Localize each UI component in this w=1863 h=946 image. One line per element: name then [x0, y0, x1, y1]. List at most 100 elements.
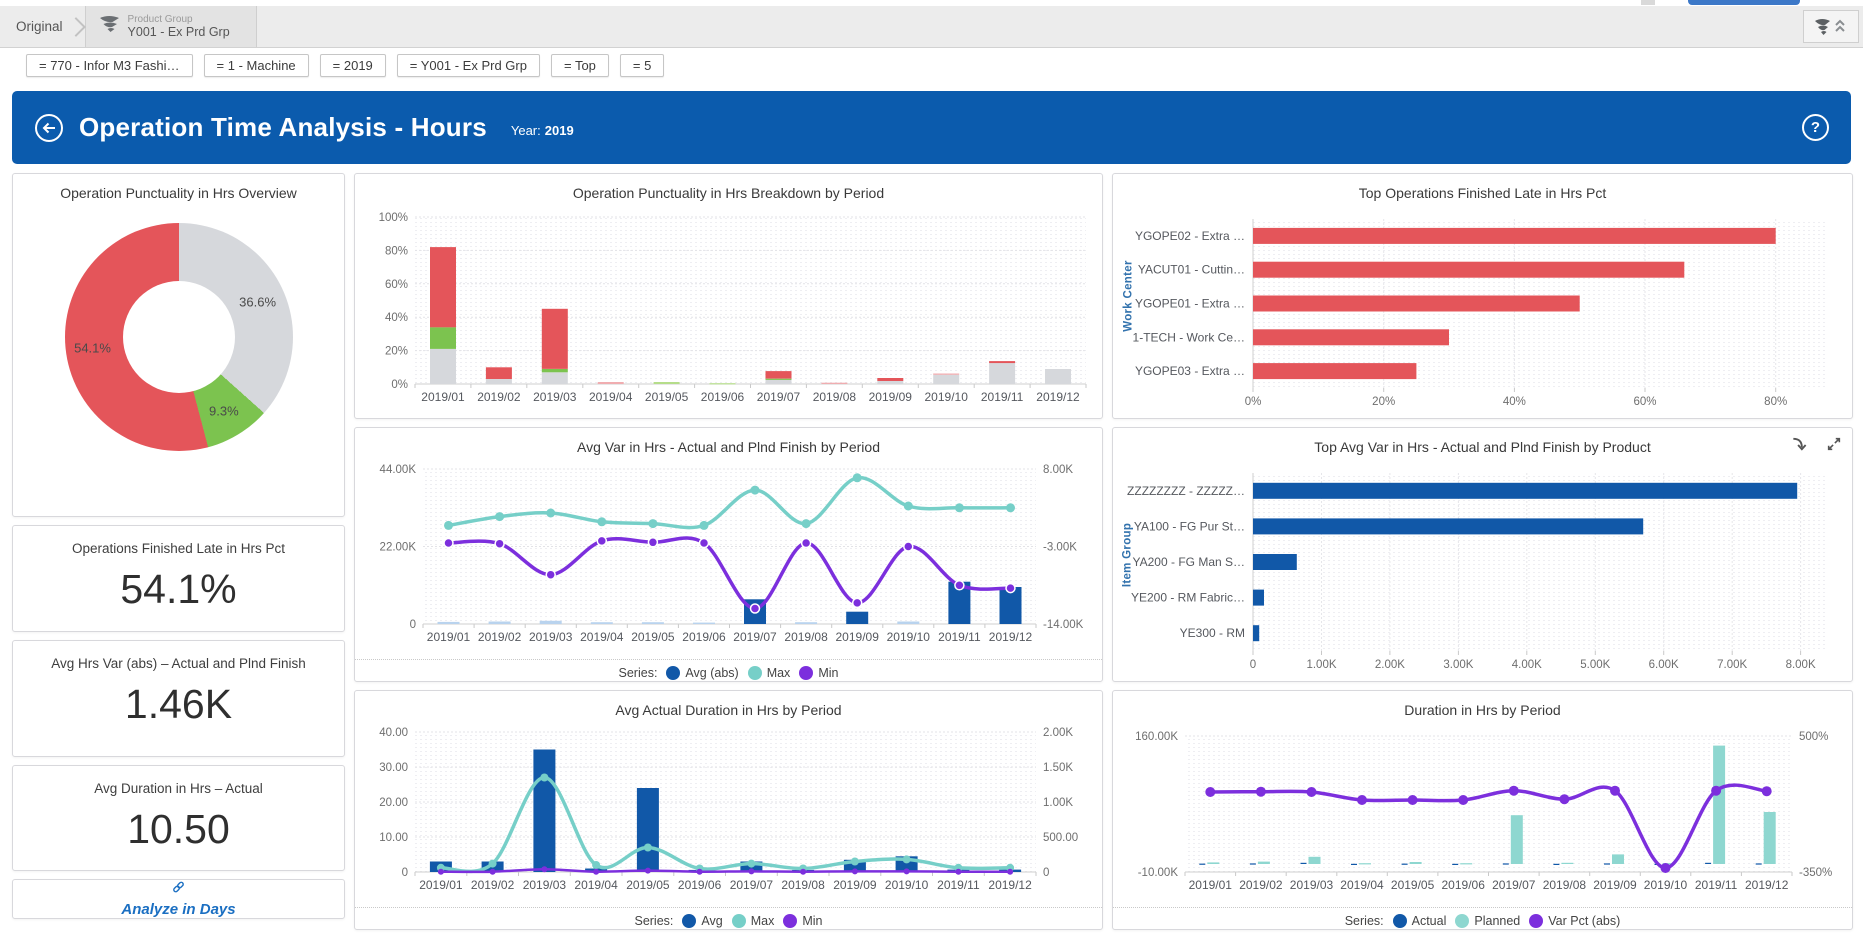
svg-text:YACUT01 - Cuttin…: YACUT01 - Cuttin…: [1138, 263, 1245, 277]
kpi-title: Avg Hrs Var (abs) – Actual and Plnd Fini…: [13, 641, 344, 671]
punctuality-donut-chart[interactable]: 36.6%9.3%54.1%: [13, 205, 344, 516]
svg-text:2019/10: 2019/10: [925, 390, 969, 404]
legend-item[interactable]: Actual: [1393, 914, 1447, 928]
legend-series-name: Actual: [1412, 914, 1447, 928]
svg-text:0: 0: [1250, 659, 1256, 671]
svg-text:40%: 40%: [1503, 396, 1526, 408]
svg-text:2019/07: 2019/07: [757, 390, 801, 404]
breadcrumb-original[interactable]: Original: [0, 6, 73, 47]
svg-text:2019/03: 2019/03: [523, 878, 567, 892]
svg-text:2019/04: 2019/04: [589, 390, 633, 404]
top-late-svg: 0%20%40%60%80%YGOPE02 - Extra …YACUT01 -…: [1113, 205, 1852, 418]
legend-item[interactable]: Var Pct (abs): [1529, 914, 1620, 928]
legend-item[interactable]: Planned: [1455, 914, 1520, 928]
svg-text:2019/12: 2019/12: [1036, 390, 1080, 404]
svg-text:2019/05: 2019/05: [631, 630, 675, 644]
legend-series-name: Min: [802, 914, 822, 928]
drill-arrow-icon[interactable]: [1791, 436, 1808, 458]
punctuality-breakdown-chart[interactable]: 0%20%40%60%80%100%2019/012019/022019/032…: [355, 205, 1102, 419]
svg-text:1-TECH - Work Ce…: 1-TECH - Work Ce…: [1133, 330, 1245, 344]
svg-text:44.00K: 44.00K: [380, 464, 417, 476]
legend-dot: [1529, 914, 1543, 928]
card-avg-var: Avg Var in Hrs - Actual and Plnd Finish …: [354, 427, 1103, 682]
legend-item[interactable]: Max: [732, 914, 775, 928]
chart-title: Operation Punctuality in Hrs Overview: [13, 174, 344, 205]
filter-chip[interactable]: = 2019: [320, 54, 386, 77]
svg-text:100%: 100%: [379, 212, 408, 224]
legend-series-name: Max: [751, 914, 775, 928]
filter-chip[interactable]: = Y001 - Ex Prd Grp: [397, 54, 540, 77]
middle-column: Operation Punctuality in Hrs Breakdown b…: [354, 173, 1103, 930]
svg-text:2019/07: 2019/07: [1492, 878, 1536, 892]
legend-series-name: Avg (abs): [685, 666, 738, 680]
svg-text:-10.00K: -10.00K: [1138, 867, 1179, 879]
svg-text:0: 0: [402, 867, 408, 879]
svg-text:1.50K: 1.50K: [1043, 762, 1073, 774]
svg-text:2019/10: 2019/10: [885, 878, 929, 892]
svg-text:YE200 - RM Fabric…: YE200 - RM Fabric…: [1131, 591, 1245, 605]
chart-title: Avg Var in Hrs - Actual and Plnd Finish …: [355, 428, 1102, 459]
dashboard-grid: Operation Punctuality in Hrs Overview 36…: [0, 164, 1863, 930]
svg-text:2019/01: 2019/01: [421, 390, 465, 404]
analyze-in-days-link[interactable]: Analyze in Days: [12, 879, 345, 919]
back-button[interactable]: [34, 113, 64, 143]
svg-text:2019/07: 2019/07: [730, 878, 774, 892]
svg-text:2019/09: 2019/09: [869, 390, 913, 404]
svg-text:0: 0: [1043, 867, 1049, 879]
birst-logo-icon: [98, 14, 120, 39]
legend-item[interactable]: Min: [783, 914, 822, 928]
svg-text:1.00K: 1.00K: [1306, 659, 1336, 671]
tab-product-group[interactable]: Product Group Y001 - Ex Prd Grp: [85, 6, 257, 47]
legend-item[interactable]: Max: [748, 666, 791, 680]
help-button[interactable]: ?: [1802, 114, 1829, 141]
filter-toggle-button[interactable]: [1803, 10, 1859, 43]
legend-item[interactable]: Avg: [682, 914, 722, 928]
filter-chip[interactable]: = 1 - Machine: [204, 54, 309, 77]
top-late-chart[interactable]: 0%20%40%60%80%YGOPE02 - Extra …YACUT01 -…: [1113, 205, 1852, 419]
kpi-value: 54.1%: [13, 566, 344, 613]
svg-text:2019/11: 2019/11: [937, 878, 980, 892]
svg-text:-350%: -350%: [1799, 867, 1832, 879]
svg-text:2019/03: 2019/03: [529, 630, 573, 644]
svg-text:2019/12: 2019/12: [1745, 878, 1789, 892]
svg-text:YE300 - RM: YE300 - RM: [1180, 626, 1245, 640]
svg-text:160.00K: 160.00K: [1135, 731, 1178, 743]
legend-dot: [1393, 914, 1407, 928]
svg-text:2019/08: 2019/08: [1543, 878, 1587, 892]
donut-hole: [123, 281, 235, 393]
funnel-collapse-icon: [1814, 17, 1848, 37]
expand-icon[interactable]: [1826, 436, 1842, 458]
kpi-card: Avg Duration in Hrs – Actual 10.50: [12, 765, 345, 871]
filter-chip[interactable]: = 5: [620, 54, 664, 77]
legend-item[interactable]: Avg (abs): [666, 666, 738, 680]
top-var-product-chart[interactable]: 01.00K2.00K3.00K4.00K5.00K6.00K7.00K8.00…: [1113, 459, 1852, 682]
svg-text:-14.00K: -14.00K: [1043, 619, 1084, 631]
svg-text:2019/05: 2019/05: [626, 878, 670, 892]
svg-text:2019/09: 2019/09: [1593, 878, 1637, 892]
top-var-product-svg: 01.00K2.00K3.00K4.00K5.00K6.00K7.00K8.00…: [1113, 459, 1852, 681]
duration-period-chart[interactable]: 160.00K-10.00K500%-350%2019/012019/02201…: [1113, 722, 1852, 907]
svg-text:2019/06: 2019/06: [701, 390, 745, 404]
kpi-title: Operations Finished Late in Hrs Pct: [13, 526, 344, 556]
svg-text:80%: 80%: [385, 245, 408, 257]
card-top-late: Top Operations Finished Late in Hrs Pct …: [1112, 173, 1853, 419]
kpi-card: Avg Hrs Var (abs) – Actual and Plnd Fini…: [12, 640, 345, 757]
svg-text:2019/02: 2019/02: [471, 878, 515, 892]
legend-item[interactable]: Min: [799, 666, 838, 680]
svg-text:2.00K: 2.00K: [1375, 659, 1405, 671]
svg-text:0%: 0%: [391, 379, 408, 391]
svg-text:500%: 500%: [1799, 731, 1828, 743]
svg-text:3.00K: 3.00K: [1443, 659, 1473, 671]
avg-duration-chart[interactable]: 010.0020.0030.0040.000500.001.00K1.50K2.…: [355, 722, 1102, 907]
link-label: Analyze in Days: [121, 901, 235, 918]
legend-dot: [748, 666, 762, 680]
avg-var-chart[interactable]: 022.00K44.00K-14.00K-3.00K8.00K2019/0120…: [355, 459, 1102, 659]
filter-chip[interactable]: = Top: [551, 54, 609, 77]
svg-text:2019/04: 2019/04: [574, 878, 618, 892]
legend-dot: [1455, 914, 1469, 928]
svg-text:-3.00K: -3.00K: [1043, 542, 1077, 554]
svg-text:2019/03: 2019/03: [533, 390, 577, 404]
filter-chip[interactable]: = 770 - Infor M3 Fashi…: [26, 54, 193, 77]
svg-text:YA100 - FG Pur St…: YA100 - FG Pur St…: [1134, 519, 1245, 533]
svg-text:YGOPE01 - Extra …: YGOPE01 - Extra …: [1135, 297, 1245, 311]
